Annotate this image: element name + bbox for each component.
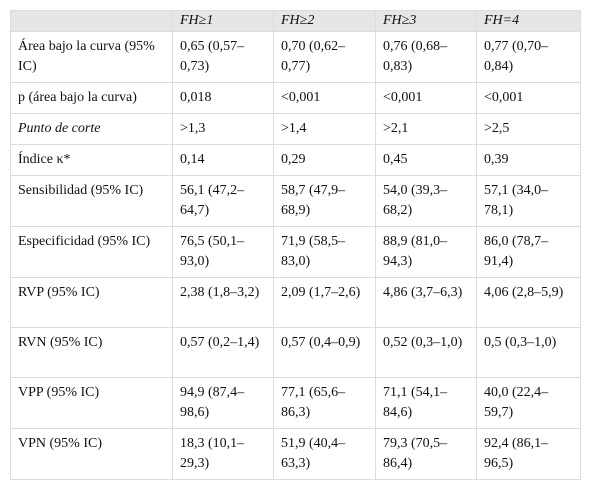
cell: 0,76 (0,68–0,83) xyxy=(375,31,477,83)
cell: 0,70 (0,62–0,77) xyxy=(273,31,376,83)
table-row: Sensibilidad (95% IC) 56,1 (47,2–64,7) 58,… xyxy=(10,175,581,227)
table-row: Punto de corte >1,3 >1,4 >2,1 >2,5 xyxy=(10,113,581,145)
header-cell: FH=4 xyxy=(476,10,581,32)
cell: 2,09 (1,7–2,6) xyxy=(273,277,376,328)
row-label: RVN (95% IC) xyxy=(10,327,173,378)
table-row: Especificidad (95% IC) 76,5 (50,1–93,0) 71… xyxy=(10,226,581,278)
cell: 0,018 xyxy=(172,82,274,114)
row-label: Índice κ* xyxy=(10,144,173,176)
cell: 18,3 (10,1–29,3) xyxy=(172,428,274,480)
header-cell: FH≥2 xyxy=(273,10,376,32)
cell: <0,001 xyxy=(476,82,581,114)
cell: 79,3 (70,5–86,4) xyxy=(375,428,477,480)
cell: 0,52 (0,3–1,0) xyxy=(375,327,477,378)
row-label: p (área bajo la curva) xyxy=(10,82,173,114)
cell: 2,38 (1,8–3,2) xyxy=(172,277,274,328)
cell: >1,3 xyxy=(172,113,274,145)
cell: 4,86 (3,7–6,3) xyxy=(375,277,477,328)
row-label: Especificidad (95% IC) xyxy=(10,226,173,278)
header-cell: FH≥1 xyxy=(172,10,274,32)
row-label: Punto de corte xyxy=(10,113,173,145)
table-row: RVN (95% IC) 0,57 (0,2–1,4) 0,57 (0,4–0,9)… xyxy=(10,327,581,378)
row-label: Sensibilidad (95% IC) xyxy=(10,175,173,227)
cell: 92,4 (86,1–96,5) xyxy=(476,428,581,480)
table-row: VPP (95% IC) 94,9 (87,4–98,6) 77,1 (65,6–8… xyxy=(10,377,581,429)
cell: 0,45 xyxy=(375,144,477,176)
row-label: Área bajo la curva (95% IC) xyxy=(10,31,173,83)
row-label: RVP (95% IC) xyxy=(10,277,173,328)
header-cell xyxy=(10,10,173,32)
cell: 0,57 (0,2–1,4) xyxy=(172,327,274,378)
cell: 71,1 (54,1–84,6) xyxy=(375,377,477,429)
cell: 0,77 (0,70–0,84) xyxy=(476,31,581,83)
cell: 71,9 (58,5–83,0) xyxy=(273,226,376,278)
cell: 0,5 (0,3–1,0) xyxy=(476,327,581,378)
row-label: VPN (95% IC) xyxy=(10,428,173,480)
cell: 56,1 (47,2–64,7) xyxy=(172,175,274,227)
header-cell: FH≥3 xyxy=(375,10,477,32)
cell: 76,5 (50,1–93,0) xyxy=(172,226,274,278)
cell: 51,9 (40,4–63,3) xyxy=(273,428,376,480)
cell: 88,9 (81,0–94,3) xyxy=(375,226,477,278)
cell: 58,7 (47,9–68,9) xyxy=(273,175,376,227)
cell: 94,9 (87,4–98,6) xyxy=(172,377,274,429)
cell: >2,5 xyxy=(476,113,581,145)
cell: 4,06 (2,8–5,9) xyxy=(476,277,581,328)
results-table: FH≥1 FH≥2 FH≥3 FH=4 Área bajo la curva (95%… xyxy=(10,10,581,480)
cell: <0,001 xyxy=(273,82,376,114)
row-label: VPP (95% IC) xyxy=(10,377,173,429)
table-row: Área bajo la curva (95% IC) 0,65 (0,57–0,… xyxy=(10,31,581,83)
cell: 54,0 (39,3–68,2) xyxy=(375,175,477,227)
cell: >1,4 xyxy=(273,113,376,145)
cell: 0,14 xyxy=(172,144,274,176)
cell: 77,1 (65,6–86,3) xyxy=(273,377,376,429)
cell: 0,65 (0,57–0,73) xyxy=(172,31,274,83)
cell: 86,0 (78,7–91,4) xyxy=(476,226,581,278)
cell: 0,29 xyxy=(273,144,376,176)
cell: <0,001 xyxy=(375,82,477,114)
cell: 0,39 xyxy=(476,144,581,176)
table-row: Índice κ* 0,14 0,29 0,45 0,39 xyxy=(10,144,581,176)
table-row: p (área bajo la curva) 0,018 <0,001 <0,001 <… xyxy=(10,82,581,114)
header-row: FH≥1 FH≥2 FH≥3 FH=4 xyxy=(10,10,581,32)
cell: 40,0 (22,4–59,7) xyxy=(476,377,581,429)
table-row: RVP (95% IC) 2,38 (1,8–3,2) 2,09 (1,7–2,6)… xyxy=(10,277,581,328)
cell: 0,57 (0,4–0,9) xyxy=(273,327,376,378)
cell: >2,1 xyxy=(375,113,477,145)
cell: 57,1 (34,0–78,1) xyxy=(476,175,581,227)
table-row: VPN (95% IC) 18,3 (10,1–29,3) 51,9 (40,4–6… xyxy=(10,428,581,480)
